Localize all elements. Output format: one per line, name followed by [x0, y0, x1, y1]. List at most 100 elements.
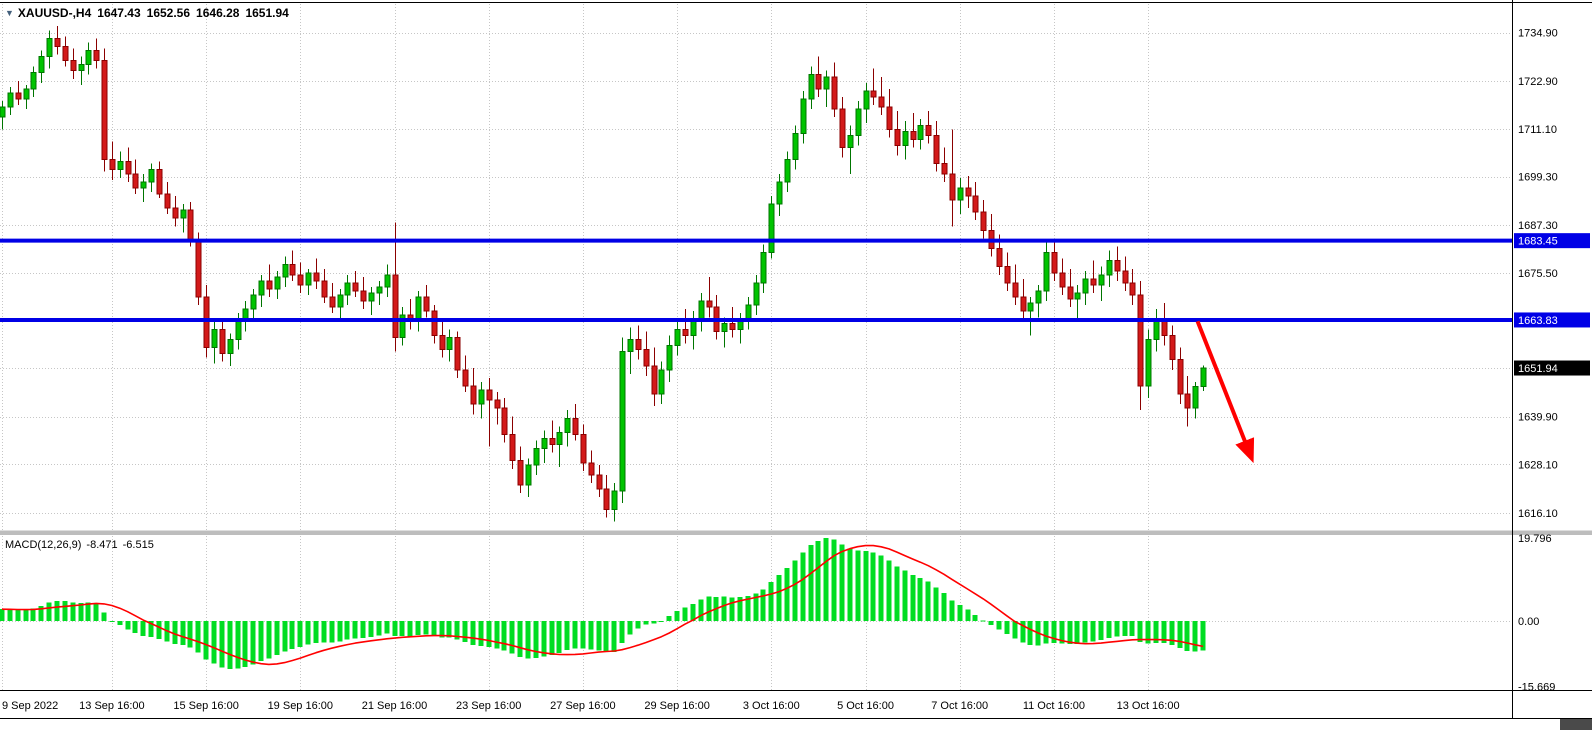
candle — [1027, 297, 1034, 336]
candle — [384, 264, 391, 298]
macd-signal-line — [1, 544, 1204, 666]
candle — [690, 311, 697, 350]
price-tick-label: 1639.90 — [1518, 412, 1558, 424]
candle — [1145, 329, 1152, 399]
macd-tick-label: 19.796 — [1518, 533, 1552, 545]
candle — [1067, 268, 1074, 308]
time-tick-label: 3 Oct 16:00 — [743, 700, 800, 712]
price-tick-label: 1687.30 — [1518, 220, 1558, 232]
candle — [556, 426, 563, 467]
candle — [831, 62, 838, 118]
candle — [431, 305, 438, 344]
candle — [148, 163, 155, 192]
price-axis[interactable]: 1734.90 1722.90 1711.10 1699.30 1687.30 1675.… — [1518, 28, 1558, 520]
symbol-timeframe-label: XAUUSD-,H4 — [17, 6, 92, 20]
candle — [494, 392, 501, 425]
candle — [1090, 260, 1097, 294]
candle — [454, 331, 461, 378]
candle — [227, 333, 234, 366]
candle — [109, 141, 116, 180]
candle — [486, 377, 493, 447]
candle — [274, 270, 281, 300]
svg-text:1651.94: 1651.94 — [1518, 363, 1558, 375]
candle — [878, 76, 885, 116]
candle — [815, 56, 822, 97]
candle — [949, 129, 956, 227]
candle — [580, 424, 587, 471]
time-tick-label: 29 Sep 16:00 — [644, 700, 709, 712]
trend-arrow[interactable] — [1195, 320, 1255, 464]
hline-objects[interactable] — [0, 238, 1512, 322]
candle — [164, 181, 171, 215]
time-tick-label: 13 Sep 16:00 — [79, 700, 144, 712]
candle — [258, 274, 265, 308]
candle — [776, 173, 783, 217]
candle — [376, 280, 383, 306]
time-tick-label: 11 Oct 16:00 — [1023, 700, 1085, 712]
macd-signal-value: -6.515 — [122, 539, 154, 551]
candle — [596, 464, 603, 498]
candle — [478, 381, 485, 419]
candle — [674, 319, 681, 356]
candle — [611, 482, 618, 522]
price-tick-label: 1722.90 — [1518, 76, 1558, 88]
symbol-dropdown-icon[interactable]: ▼ — [5, 8, 14, 18]
candle — [698, 293, 705, 332]
price-tick-label: 1734.90 — [1518, 28, 1558, 40]
macd-readout: MACD(12,26,9) -8.471 -6.515 — [5, 539, 159, 551]
price-tick-label: 1711.10 — [1518, 124, 1557, 136]
ohlc-high-value: 1652.56 — [146, 6, 191, 20]
candle — [140, 173, 147, 203]
candle — [643, 331, 650, 376]
candle — [933, 121, 940, 172]
panel-splitter[interactable] — [0, 530, 1592, 536]
time-tick-label: 7 Oct 16:00 — [931, 700, 988, 712]
candle — [337, 288, 344, 320]
candle — [305, 268, 312, 296]
candle — [23, 84, 30, 110]
candle — [1114, 246, 1121, 281]
price-tick-label: 1616.10 — [1518, 508, 1558, 520]
candle — [784, 151, 791, 192]
candle — [1051, 240, 1058, 281]
candle — [78, 56, 85, 85]
candle — [344, 274, 351, 306]
candle — [541, 430, 548, 463]
time-tick-label: 23 Sep 16:00 — [456, 700, 521, 712]
candle — [1020, 278, 1027, 322]
macd-histogram — [0, 538, 1206, 670]
candle — [1129, 268, 1136, 306]
candle — [470, 367, 477, 415]
macd-tick-label: 0.00 — [1518, 616, 1539, 628]
candle — [1153, 309, 1160, 352]
candle — [1161, 303, 1168, 346]
candle — [368, 286, 375, 316]
candle — [399, 307, 406, 346]
candle — [863, 82, 870, 124]
candle — [603, 474, 610, 518]
candle — [1192, 381, 1199, 419]
price-tick-label: 1675.50 — [1518, 268, 1558, 280]
candle — [737, 313, 744, 344]
candle — [211, 321, 218, 364]
candle — [54, 26, 61, 55]
time-axis[interactable]: 9 Sep 2022 13 Sep 16:00 15 Sep 16:00 19 Sep… — [2, 700, 1180, 712]
candle — [572, 404, 579, 441]
candle — [407, 299, 414, 330]
candle — [242, 301, 249, 332]
price-tick-label: 1699.30 — [1518, 172, 1558, 184]
candle — [941, 147, 948, 182]
candle — [1137, 280, 1144, 411]
candle — [980, 200, 987, 239]
time-tick-label: 5 Oct 16:00 — [837, 700, 894, 712]
candle — [289, 250, 296, 281]
window-resize-grip[interactable] — [1560, 719, 1592, 730]
candle — [917, 119, 924, 150]
candle — [902, 121, 909, 160]
candle — [462, 355, 469, 393]
candle — [713, 295, 720, 340]
candle — [282, 256, 289, 287]
candle — [753, 274, 760, 316]
candle — [93, 38, 100, 69]
